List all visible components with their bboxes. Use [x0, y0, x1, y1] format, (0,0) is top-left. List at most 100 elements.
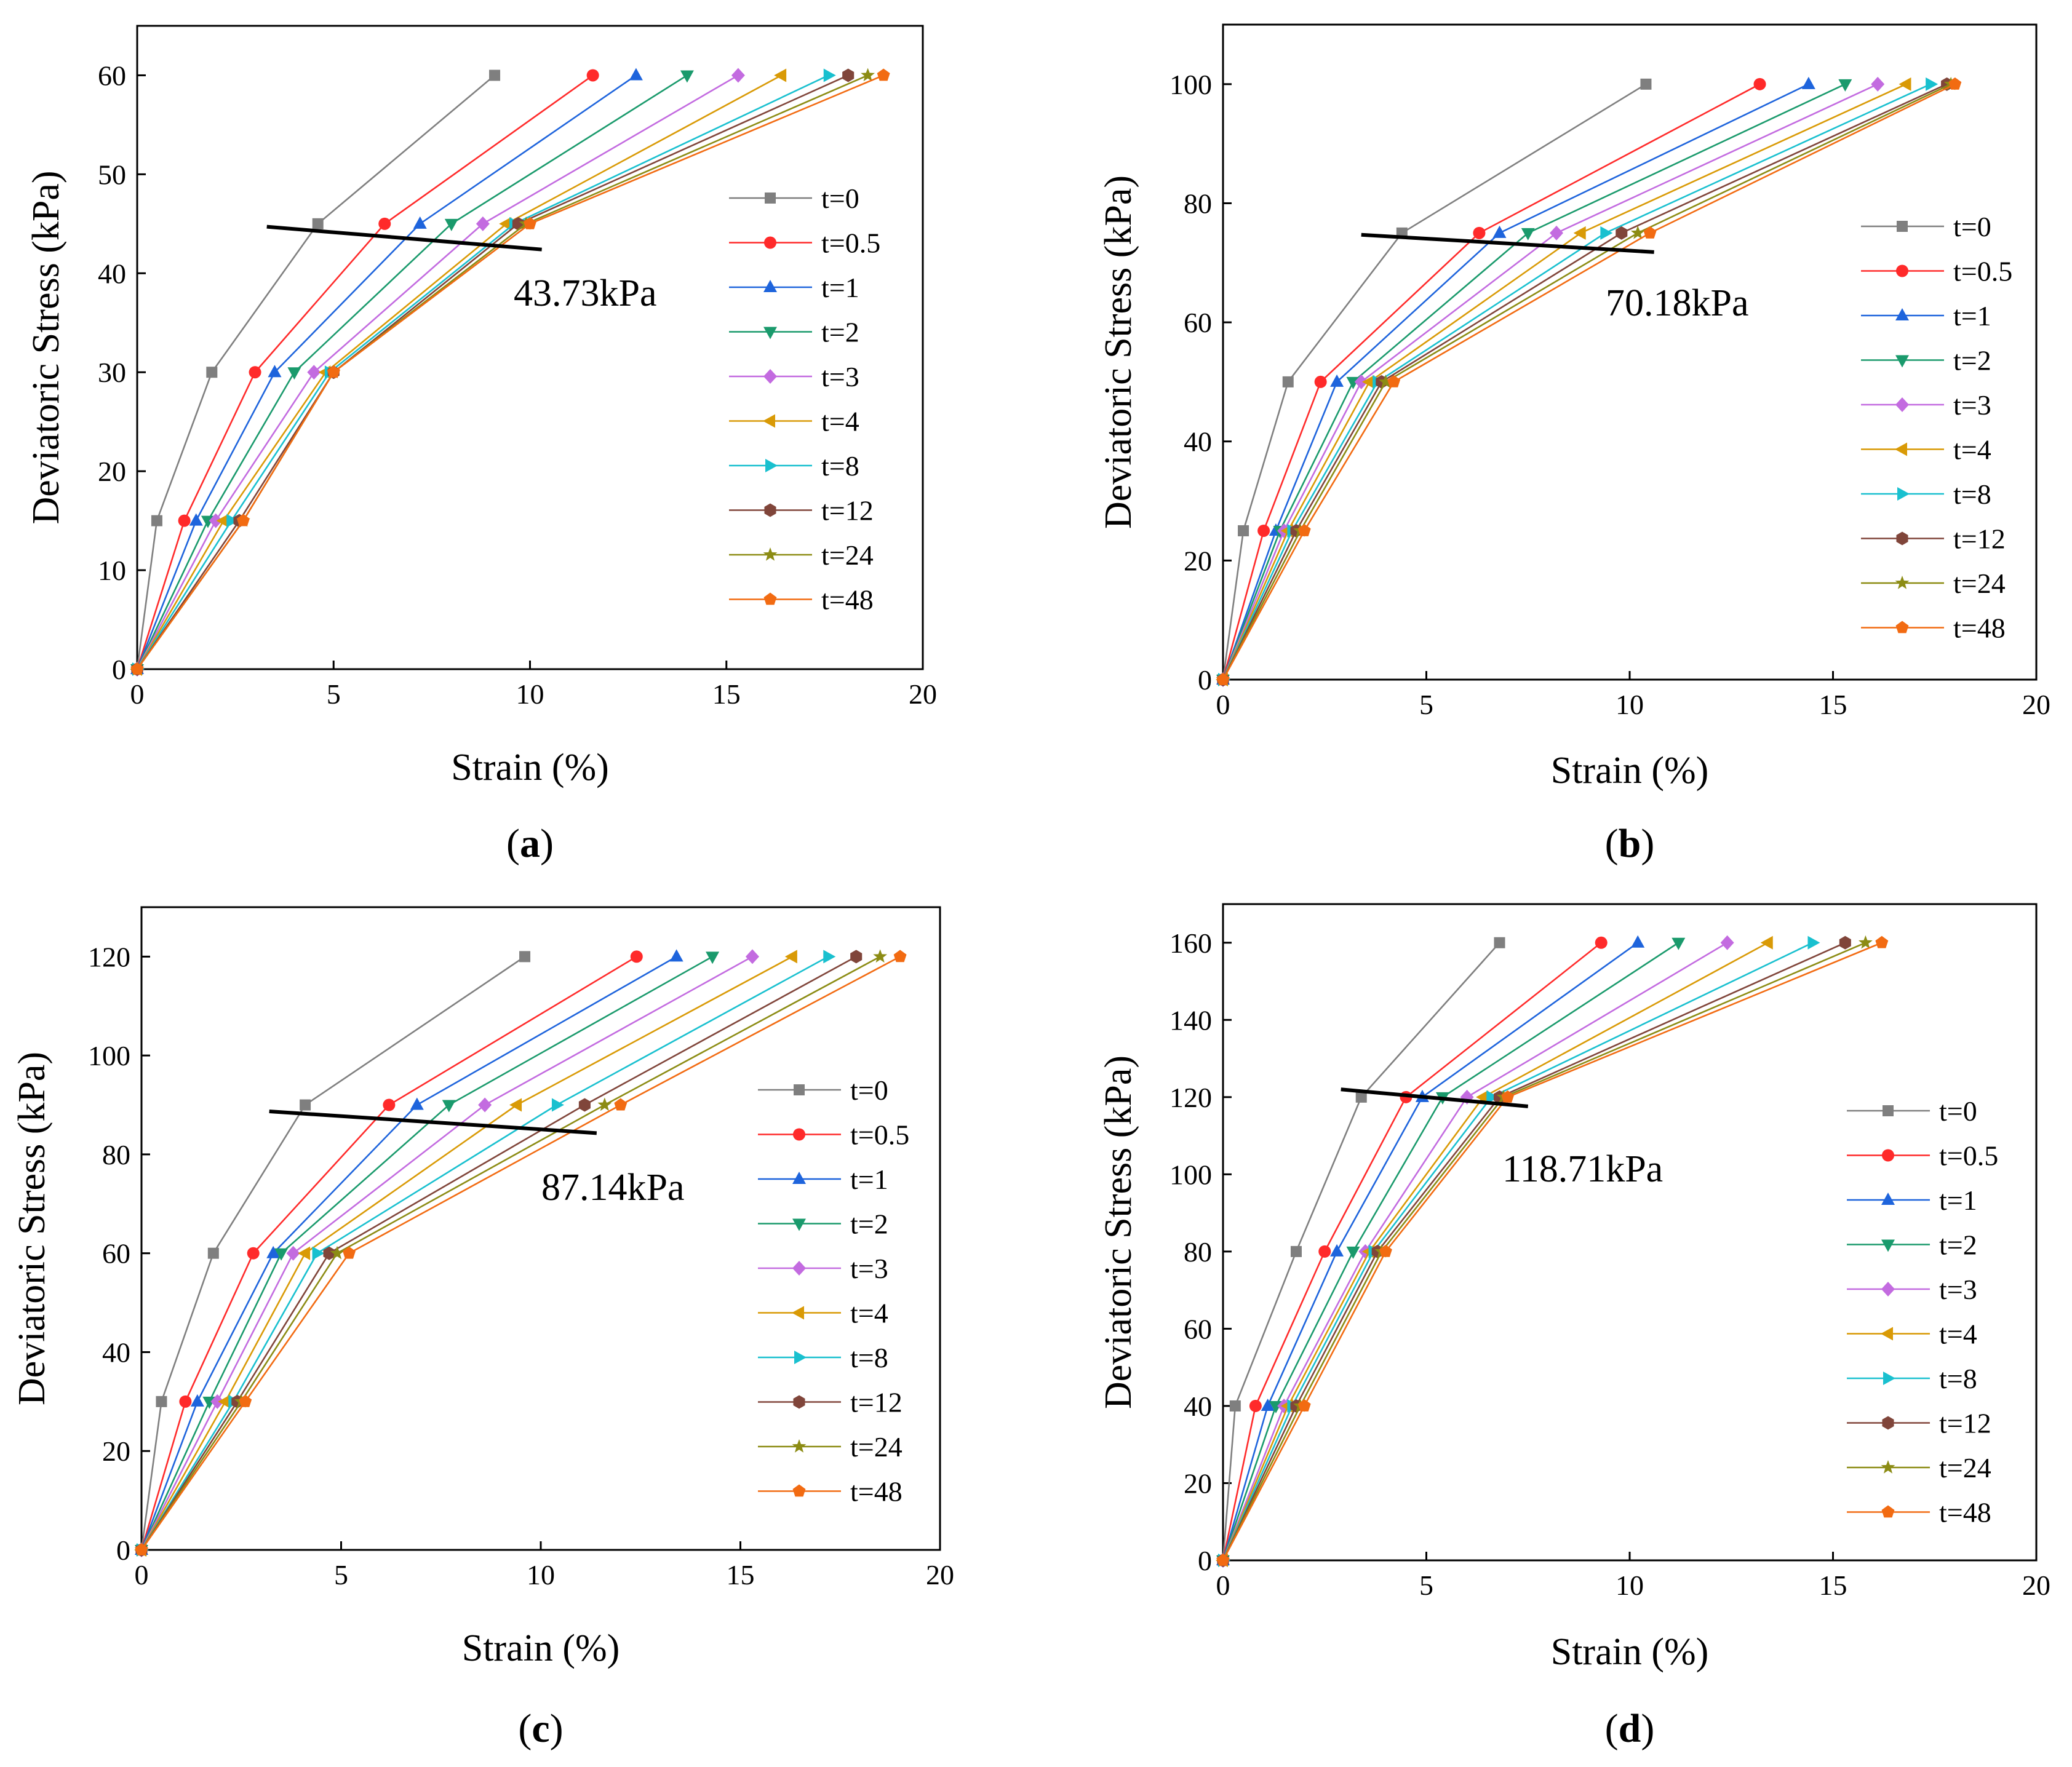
- legend-marker: [763, 369, 777, 384]
- data-point-t=0.5: [247, 1247, 260, 1260]
- data-point-t=0: [206, 367, 218, 378]
- legend-label: t=24: [1939, 1452, 1991, 1483]
- data-point-t=12: [1616, 226, 1628, 240]
- legend-label: t=8: [850, 1342, 888, 1373]
- data-point-t=4: [499, 216, 512, 231]
- y-tick-label: 120: [88, 941, 130, 972]
- data-point-t=3: [307, 365, 321, 380]
- series-line-t=12: [136, 74, 849, 670]
- legend-marker: [1895, 308, 1909, 320]
- y-tick-label: 100: [1169, 69, 1212, 100]
- data-point-t=48: [1387, 375, 1401, 387]
- legend-marker: [764, 236, 776, 249]
- legend-label: t=2: [821, 317, 859, 348]
- legend-marker: [1881, 1327, 1893, 1341]
- data-point-t=3: [209, 513, 223, 528]
- y-tick-label: 80: [1184, 188, 1212, 219]
- x-tick-label: 15: [712, 678, 741, 710]
- data-point-t=48: [1216, 1554, 1230, 1566]
- data-point-t=12: [842, 68, 855, 82]
- x-tick-label: 5: [1419, 689, 1433, 720]
- panel-letter: d: [1619, 1706, 1641, 1751]
- legend-label: t=12: [1953, 523, 2006, 555]
- data-point-t=3: [210, 1394, 225, 1409]
- y-tick-label: 60: [1184, 1313, 1212, 1344]
- plot-frame: [136, 25, 924, 670]
- data-point-t=3: [745, 949, 759, 964]
- legend-marker: [1895, 576, 1910, 589]
- y-axis-title: Deviatoric Stress (kPa): [25, 170, 67, 524]
- legend-marker: [1881, 1193, 1895, 1205]
- series-line-t=4: [1222, 942, 1769, 1561]
- plot-frame: [140, 906, 941, 1551]
- data-point-t=24: [597, 1097, 612, 1111]
- data-point-t=0.5: [249, 366, 261, 379]
- legend-label: t=48: [850, 1476, 903, 1507]
- y-tick-label: 40: [1184, 1391, 1212, 1422]
- legend-label: t=0.5: [1939, 1140, 1998, 1172]
- x-tick-label: 10: [516, 678, 544, 710]
- data-point-t=1: [189, 513, 203, 526]
- legend-label: t=8: [821, 450, 859, 482]
- series-line-t=3: [140, 956, 753, 1551]
- data-point-t=48: [1643, 226, 1657, 239]
- series-line-t=0.5: [136, 74, 594, 670]
- series-line-t=8: [136, 74, 829, 670]
- series-line-t=4: [136, 74, 782, 670]
- yield-annotation: 118.71kPa: [1502, 1148, 1663, 1190]
- x-axis-title: Strain (%): [1551, 750, 1709, 792]
- legend-marker: [1881, 1239, 1895, 1252]
- x-tick-label: 5: [334, 1559, 348, 1590]
- x-tick-label: 10: [1616, 689, 1644, 720]
- data-point-t=0: [519, 951, 531, 963]
- series-line-t=24: [136, 74, 869, 670]
- y-tick-label: 20: [98, 456, 126, 487]
- data-point-t=1: [413, 216, 427, 229]
- data-point-t=0: [312, 218, 324, 229]
- data-point-t=0: [1282, 376, 1294, 387]
- yield-annotation: 87.14kPa: [541, 1167, 685, 1209]
- legend-label: t=8: [1939, 1363, 1977, 1394]
- panel-c: 0 5 10 15 20 0 20 40 60 80 100 120 Strain (%) Deviato…: [11, 906, 954, 1751]
- legend-label: t=2: [1953, 345, 1991, 376]
- data-point-t=24: [1630, 225, 1645, 239]
- y-tick-label: 80: [1184, 1236, 1212, 1268]
- data-point-t=48: [1948, 77, 1962, 90]
- data-point-t=8: [1486, 1090, 1499, 1104]
- series-line-t=0.5: [1222, 83, 1761, 680]
- plot-frame: [1222, 903, 2038, 1562]
- x-tick-label: 20: [2022, 689, 2050, 720]
- legend-marker: [792, 1439, 807, 1453]
- legend-label: t=4: [1939, 1319, 1977, 1350]
- data-point-t=0: [489, 69, 501, 81]
- x-tick-label: 15: [1819, 1570, 1847, 1601]
- data-point-t=1: [1330, 1244, 1344, 1257]
- data-point-t=2: [1346, 1246, 1360, 1259]
- legend-label: t=12: [821, 495, 874, 526]
- data-point-t=0: [1355, 1091, 1367, 1103]
- legend-label: t=4: [850, 1298, 888, 1329]
- data-point-t=0: [156, 1396, 167, 1407]
- data-point-t=2: [1521, 228, 1535, 240]
- data-point-t=2: [442, 1100, 456, 1113]
- y-axis-title: Deviatoric Stress (kPa): [1098, 1055, 1139, 1409]
- data-point-t=8: [823, 68, 836, 82]
- data-point-t=48: [1297, 523, 1311, 536]
- data-point-t=0.5: [178, 514, 191, 527]
- legend-label: t=8: [1953, 478, 1991, 510]
- legend-marker: [794, 1084, 805, 1095]
- data-point-t=1: [669, 949, 683, 962]
- data-point-t=8: [226, 514, 239, 528]
- legend-marker: [792, 1172, 806, 1184]
- data-point-t=3: [476, 216, 490, 231]
- legend-marker: [793, 1128, 805, 1141]
- legend-label: t=0: [1939, 1095, 1977, 1127]
- legend: t=0 t=0.5 t=1 t=2 t=3 t=4 t=8 t=12 t=24 t=48: [1847, 1095, 1998, 1528]
- y-tick-label: 120: [1169, 1082, 1212, 1113]
- data-point-t=1: [1330, 374, 1344, 387]
- data-point-t=0: [1238, 525, 1249, 536]
- y-tick-label: 140: [1169, 1004, 1212, 1036]
- yield-line: [1361, 232, 1654, 254]
- legend-label: t=0: [1953, 211, 1991, 242]
